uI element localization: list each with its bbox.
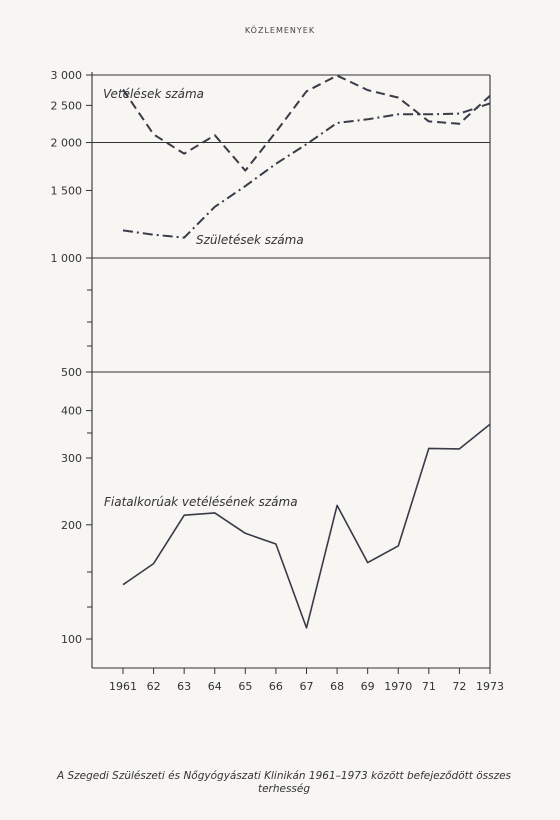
x-tick-label: 65 [238, 680, 252, 693]
x-tick-label: 72 [452, 680, 466, 693]
x-tick-label: 63 [177, 680, 191, 693]
y-tick-label: 2 000 [51, 137, 83, 150]
series-label-2: Születések száma [196, 233, 304, 247]
x-tick-label: 64 [208, 680, 222, 693]
chart: 3 000 2 500 2 000 1 500 1 000 500 400 300 200 100… [51, 69, 505, 693]
series-line-2 [122, 102, 491, 239]
caption-line-1: A Szegedi Szülészeti és Nőgyógyászati Kl… [56, 770, 512, 782]
series-lines [122, 74, 491, 629]
figure-caption: A Szegedi Szülészeti és Nőgyógyászati Kl… [24, 770, 544, 796]
x-tick-label: 1961 [109, 680, 137, 693]
x-tick-label: 69 [361, 680, 375, 693]
series-label-3: Fiatalkorúak vetélésének száma [104, 495, 298, 509]
y-tick-label: 100 [61, 633, 82, 646]
x-tick-label: 68 [330, 680, 344, 693]
y-tick-label: 300 [61, 452, 82, 465]
y-tick-label: 200 [61, 519, 82, 532]
y-tick-label: 1 500 [51, 184, 83, 197]
y-tick-label: 500 [61, 366, 82, 379]
x-tick-label: 67 [300, 680, 314, 693]
x-tick-label: 62 [147, 680, 161, 693]
x-tick-label: 66 [269, 680, 283, 693]
y-tick-label: 1 000 [51, 252, 83, 265]
caption-line-2: terhesség [257, 783, 311, 795]
y-tick-label: 2 500 [51, 99, 83, 112]
y-ticks: 3 000 2 500 2 000 1 500 1 000 500 400 300 200 100 [51, 69, 92, 646]
x-tick-label: 71 [422, 680, 436, 693]
y-tick-label: 400 [61, 405, 82, 418]
y-tick-label: 3 000 [51, 69, 83, 82]
x-ticks: 1961 62 63 64 65 66 67 68 69 1970 71 72 1973 [109, 668, 504, 693]
series-label-1: Vetélések száma [103, 87, 204, 101]
x-tick-label: 1973 [476, 680, 504, 693]
series-line-1 [122, 74, 491, 172]
chart-axes [91, 72, 491, 669]
series-line-3 [122, 423, 491, 629]
page-header: KÖZLEMENYEK [244, 26, 316, 35]
x-tick-label: 1970 [384, 680, 412, 693]
series-labels: Vetélések száma Születések száma Fiatalkor… [103, 87, 304, 509]
